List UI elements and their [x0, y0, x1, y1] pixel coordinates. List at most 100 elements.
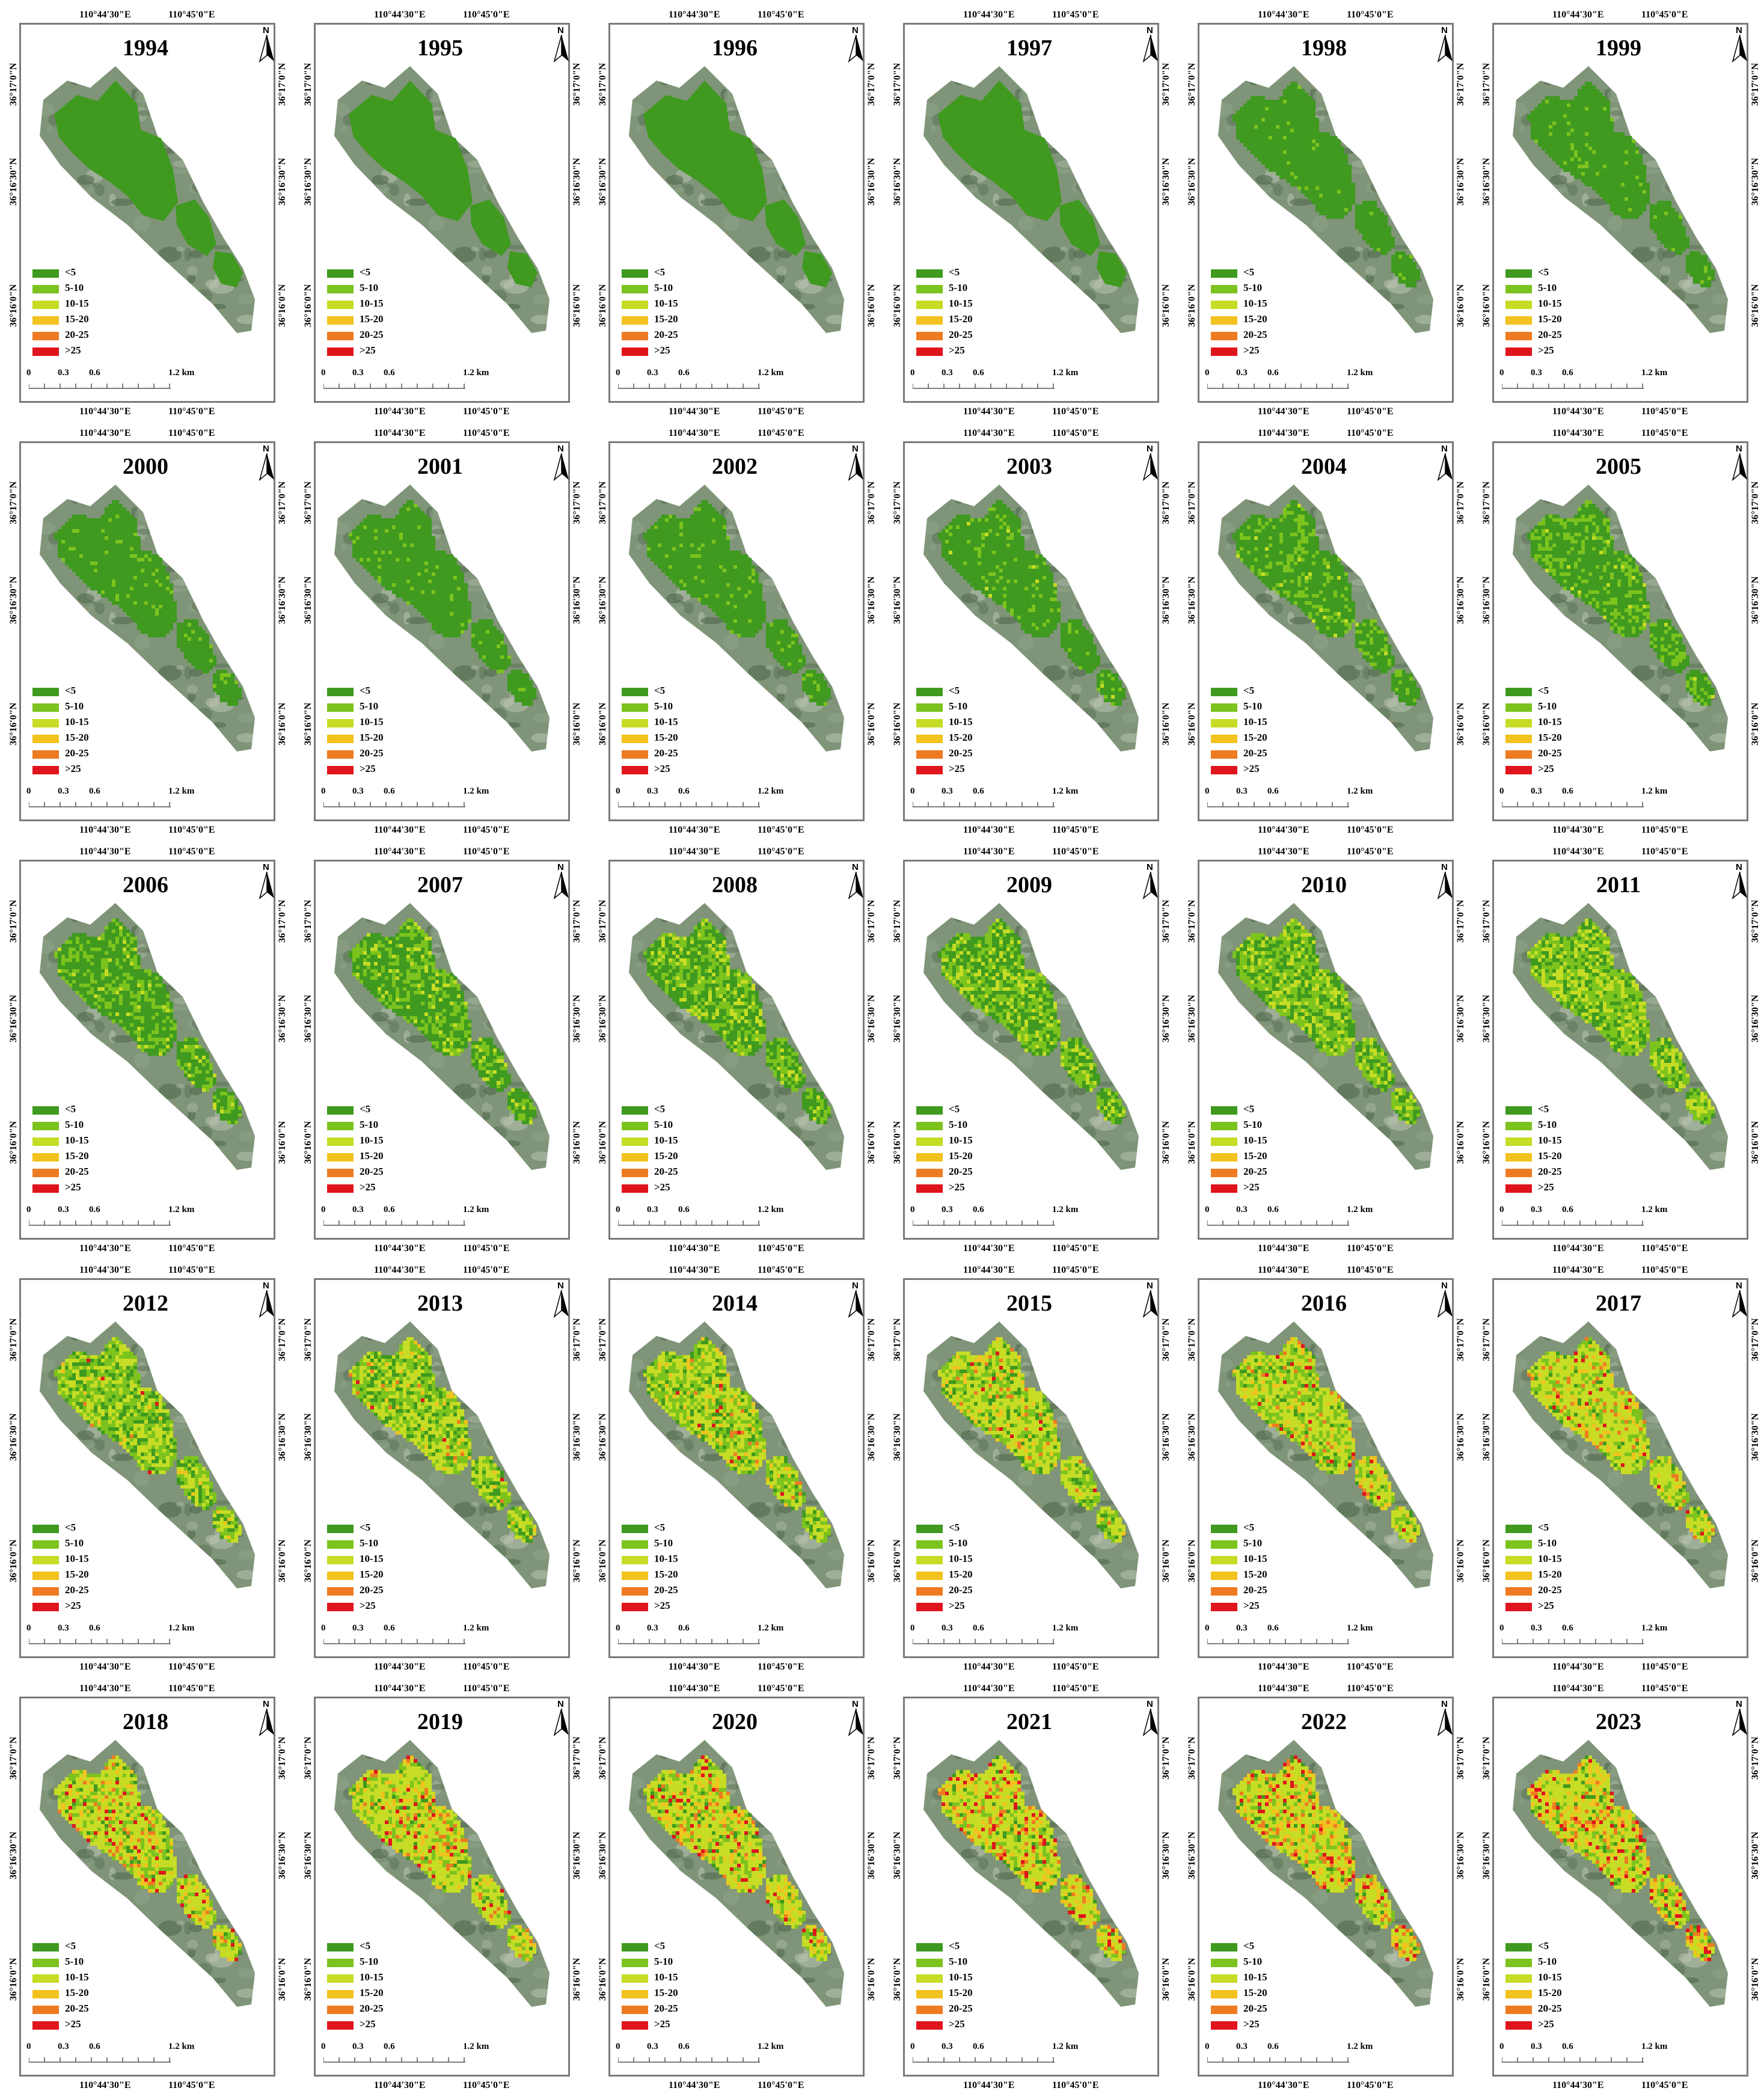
legend-swatch — [32, 750, 59, 759]
legend-entry: 5-10 — [622, 1538, 742, 1551]
scale-bar-tick-label: 0 — [1205, 786, 1210, 797]
latitude-label-left: 36°16'30"N — [303, 158, 314, 206]
legend-swatch — [916, 1106, 943, 1115]
legend-swatch — [1211, 1106, 1237, 1115]
legend-swatch — [622, 1540, 648, 1549]
latitude-label-left: 36°17'0"N — [892, 1737, 903, 1780]
longitude-label-top: 110°45'0"E — [758, 846, 804, 857]
latitude-label-left: 36°16'30"N — [598, 1413, 608, 1461]
scale-bar-tick-label: 0.6 — [89, 2042, 100, 2052]
legend-swatch — [622, 1556, 648, 1564]
legend-label: 15-20 — [65, 732, 89, 744]
legend-label: 20-25 — [1243, 1166, 1267, 1178]
legend-label: <5 — [1243, 1522, 1254, 1534]
scale-bar-tick-label: 1.2 km — [463, 1623, 489, 1633]
legend-label: 20-25 — [360, 747, 384, 759]
scale-bar-tick-label: 0.3 — [352, 1623, 364, 1633]
legend-label: 20-25 — [949, 2003, 973, 2015]
legend-entry: 10-15 — [32, 298, 153, 311]
scale-bar-tick-label: 1.2 km — [1641, 2042, 1667, 2052]
legend-label: <5 — [1243, 685, 1254, 697]
legend-entry: 5-10 — [32, 701, 153, 714]
legend-swatch — [32, 285, 59, 293]
scale-bar-tick-label: 0 — [321, 786, 326, 797]
scale-bar-tick-label: 0.3 — [1531, 1623, 1542, 1633]
legend-entry: >25 — [32, 1182, 153, 1195]
latitude-label-left: 36°16'30"N — [8, 1832, 19, 1879]
legend-label: <5 — [949, 1940, 960, 1952]
longitude-label-top: 110°45'0"E — [1052, 1683, 1099, 1694]
scale-bar-tick-label: 1.2 km — [1641, 1205, 1667, 1215]
legend-swatch — [1505, 1974, 1532, 1983]
legend-label: >25 — [654, 763, 670, 775]
latitude-label-right: 36°16'0"N — [1750, 1958, 1761, 2001]
latitude-label-right: 36°16'30"N — [1750, 1413, 1761, 1461]
longitude-label-bottom: 110°45'0"E — [168, 2080, 215, 2091]
longitude-label-top: 110°45'0"E — [1641, 10, 1688, 20]
legend-entry: >25 — [1505, 2019, 1626, 2032]
legend-entry: <5 — [1211, 685, 1331, 699]
legend-label: 5-10 — [65, 700, 84, 712]
north-arrow-label: N — [1441, 1281, 1448, 1291]
legend-label: >25 — [1538, 2018, 1554, 2030]
legend-label: 5-10 — [360, 282, 378, 294]
scale-bar-tick-label: 0.6 — [1267, 786, 1279, 797]
longitude-label-top: 110°45'0"E — [758, 1265, 804, 1276]
scale-bar-tick-label: 0.3 — [1236, 368, 1248, 378]
north-arrow-label: N — [263, 444, 269, 454]
longitude-label-bottom: 110°45'0"E — [1347, 2080, 1394, 2091]
legend-swatch — [32, 1943, 59, 1952]
legend-label: <5 — [360, 1522, 370, 1534]
legend-label: >25 — [65, 1600, 81, 1612]
panel-year-title: 2016 — [1264, 1290, 1384, 1317]
legend-entry: 20-25 — [622, 329, 742, 343]
longitude-label-bottom: 110°45'0"E — [1641, 1243, 1688, 1254]
legend-swatch — [1211, 688, 1237, 696]
legend-entry: 15-20 — [327, 1151, 447, 1164]
legend-swatch — [916, 1153, 943, 1162]
scale-bar-tick-label: 0.6 — [1267, 2042, 1279, 2052]
legend-label: >25 — [949, 763, 965, 775]
scale-bar-tick-label: 1.2 km — [168, 786, 194, 797]
legend-entry: <5 — [327, 1104, 447, 1117]
legend-label: 20-25 — [360, 1584, 384, 1596]
legend-swatch — [1505, 1153, 1532, 1162]
legend-entry: >25 — [1505, 345, 1626, 358]
legend-entry: 10-15 — [916, 717, 1037, 730]
longitude-label-bottom: 110°44'30"E — [374, 2080, 426, 2091]
longitude-label-top: 110°45'0"E — [168, 1683, 215, 1694]
legend-swatch — [622, 1137, 648, 1146]
latitude-label-right: 36°16'0"N — [1161, 703, 1172, 745]
legend-swatch — [916, 1943, 943, 1952]
scale-bar-tick-label: 0.3 — [942, 786, 953, 797]
longitude-label-bottom: 110°45'0"E — [758, 2080, 804, 2091]
longitude-label-bottom: 110°45'0"E — [1052, 1662, 1099, 1673]
latitude-label-left: 36°17'0"N — [1481, 1737, 1492, 1780]
panel-year-title: 2003 — [969, 453, 1089, 480]
scale-bar-tick-label: 0.6 — [384, 786, 395, 797]
legend-entry: <5 — [1505, 267, 1626, 280]
legend-entry: 15-20 — [32, 1988, 153, 2001]
scale-bar-tick-label: 0 — [1499, 1623, 1504, 1633]
legend-entry: 20-25 — [916, 748, 1037, 761]
legend-entry: >25 — [622, 345, 742, 358]
legend-label: 10-15 — [65, 1971, 89, 1983]
legend-swatch — [622, 1943, 648, 1952]
scale-bar-tick-label: 1.2 km — [1052, 368, 1078, 378]
scale-bar-tick-label: 0.6 — [1562, 1623, 1573, 1633]
legend-swatch — [622, 1184, 648, 1193]
legend-label: 5-10 — [1538, 1537, 1557, 1549]
legend-label: >25 — [65, 344, 81, 357]
legend-entry: 5-10 — [1505, 701, 1626, 714]
latitude-label-right: 36°16'0"N — [1161, 1121, 1172, 1164]
legend-entry: 20-25 — [916, 1166, 1037, 1180]
longitude-label-top: 110°45'0"E — [463, 846, 510, 857]
legend-swatch — [327, 1137, 354, 1146]
legend-label: 20-25 — [1243, 1584, 1267, 1596]
legend-swatch — [32, 1556, 59, 1564]
latitude-label-left: 36°16'0"N — [1481, 703, 1492, 745]
latitude-label-right: 36°16'30"N — [866, 995, 877, 1042]
